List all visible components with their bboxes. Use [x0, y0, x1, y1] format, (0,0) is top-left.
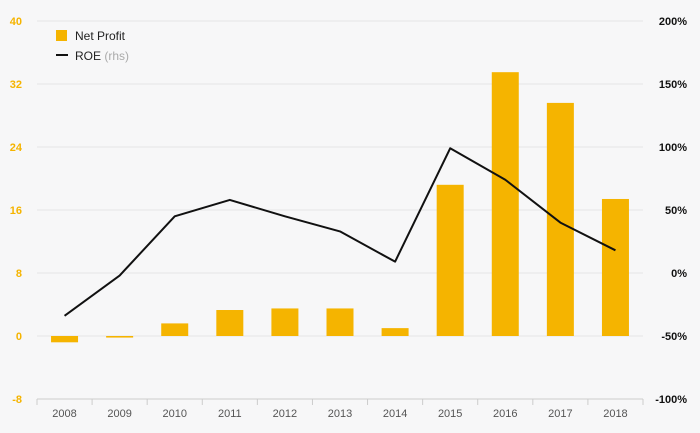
right-tick-label: -100% — [655, 394, 687, 406]
left-tick-label: -8 — [12, 394, 22, 406]
line-roe — [63, 147, 616, 317]
bar-net-profit — [601, 198, 629, 336]
legend-label-roe-group: ROE (rhs) — [75, 49, 129, 63]
legend-label-roe-note: (rhs) — [104, 49, 129, 63]
x-tick-label: 2016 — [493, 408, 517, 420]
left-tick-label: 0 — [16, 331, 22, 343]
left-tick-label: 8 — [16, 268, 22, 280]
right-axis-ticks: -100% -50% 0% 50% 100% 150% 200% — [655, 16, 687, 406]
x-tick-label: 2009 — [107, 408, 131, 420]
x-tick-label: 2018 — [603, 408, 627, 420]
bar-net-profit — [491, 72, 519, 336]
x-tick-label: 2008 — [52, 408, 76, 420]
x-tick-label: 2017 — [548, 408, 572, 420]
left-tick-label: 16 — [10, 205, 22, 217]
bar-net-profit — [51, 336, 79, 343]
x-tick-label: 2011 — [218, 408, 242, 420]
legend-swatch-net-profit — [56, 30, 67, 41]
x-axis-ticks: 2008 2009 2010 2011 2012 2013 2014 2015 2016 2017… — [36, 399, 644, 420]
right-tick-label: 0% — [671, 268, 687, 280]
bar-net-profit — [216, 310, 244, 336]
bar-net-profit — [161, 323, 189, 336]
right-tick-label: 50% — [665, 205, 687, 217]
roe-line — [63, 147, 616, 317]
gridlines — [37, 20, 643, 337]
bar-net-profit — [546, 102, 574, 337]
x-tick-label: 2012 — [273, 408, 297, 420]
legend-label-net-profit: Net Profit — [75, 29, 126, 43]
bar-net-profit — [381, 328, 409, 336]
left-tick-label: 24 — [10, 142, 23, 154]
x-tick-label: 2014 — [383, 408, 407, 420]
x-tick-label: 2013 — [328, 408, 352, 420]
right-tick-label: 100% — [659, 142, 687, 154]
legend-label-roe: ROE — [75, 49, 101, 63]
left-tick-label: 32 — [10, 79, 22, 91]
right-tick-label: 150% — [659, 79, 687, 91]
x-tick-label: 2010 — [162, 408, 186, 420]
right-tick-label: -50% — [661, 331, 687, 343]
bar-net-profit — [271, 308, 299, 336]
right-tick-label: 200% — [659, 16, 687, 28]
x-tick-label: 2015 — [438, 408, 462, 420]
left-tick-label: 40 — [10, 16, 22, 28]
bar-net-profit — [326, 308, 354, 336]
left-axis-ticks: -8 0 8 16 24 32 40 — [10, 16, 23, 406]
bar-net-profit — [436, 184, 464, 336]
net-profit-bars — [51, 72, 629, 343]
bar-net-profit — [106, 336, 134, 338]
legend: Net Profit ROE (rhs) — [56, 29, 129, 63]
